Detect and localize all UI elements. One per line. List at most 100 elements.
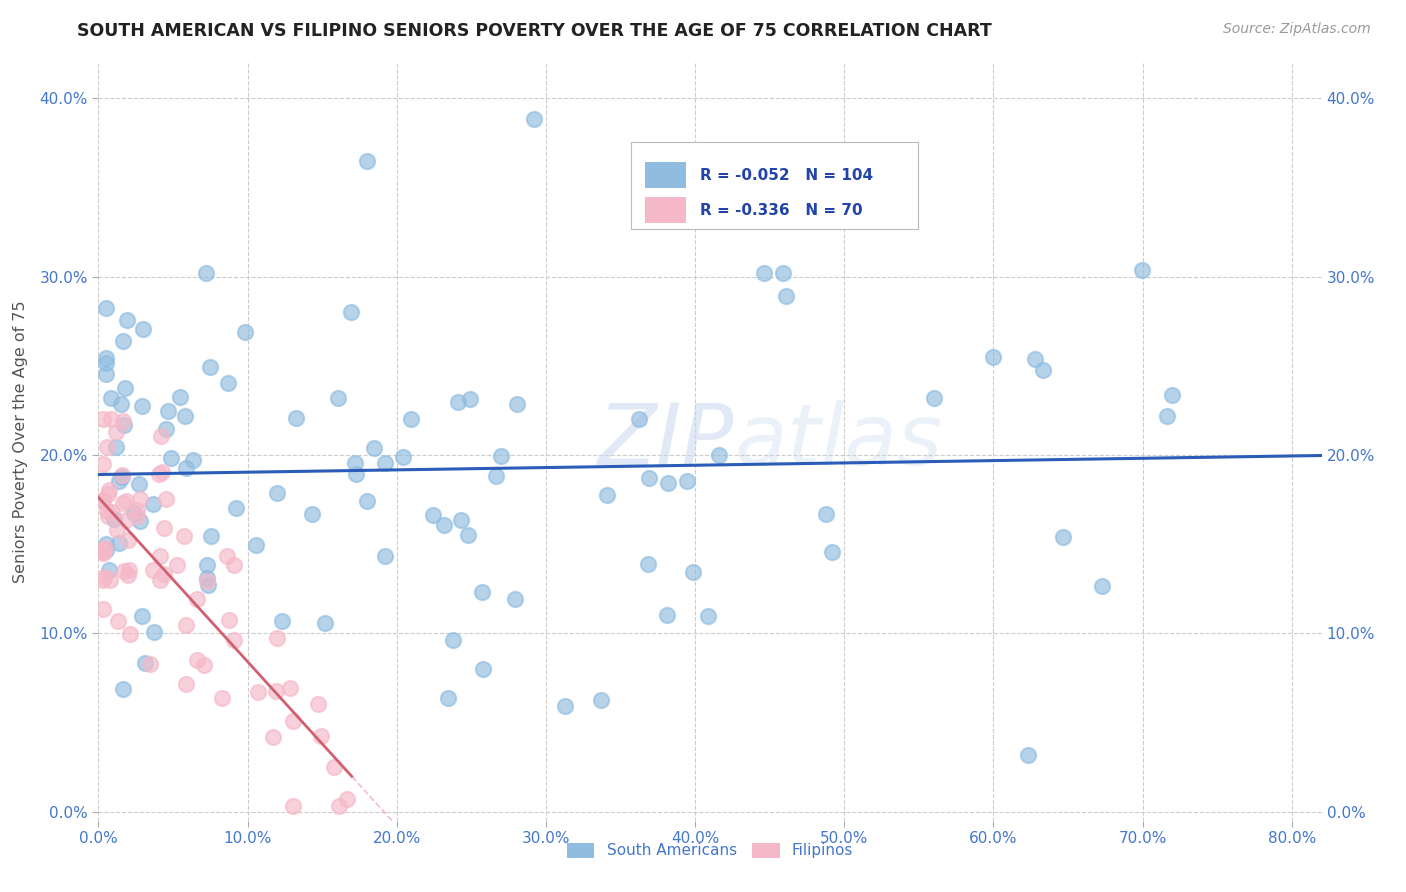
Point	[522, 112, 544, 127]
Point	[156, 404, 179, 418]
Point	[280, 681, 302, 696]
Point	[307, 698, 329, 712]
Point	[627, 412, 650, 426]
Point	[591, 693, 613, 707]
Point	[195, 558, 218, 572]
Point	[682, 566, 704, 580]
Point	[336, 791, 359, 805]
Point	[115, 493, 138, 508]
Point	[224, 633, 246, 648]
Point	[1161, 388, 1184, 402]
Point	[115, 513, 138, 527]
Point	[110, 397, 132, 411]
Point	[117, 563, 139, 577]
Point	[471, 662, 494, 676]
Point	[772, 266, 794, 280]
Point	[471, 585, 494, 599]
Point	[174, 460, 197, 475]
Point	[105, 440, 128, 454]
Point	[211, 690, 233, 705]
Point	[91, 412, 114, 426]
Point	[111, 681, 134, 696]
Point	[1052, 530, 1074, 544]
Point	[94, 356, 117, 370]
Bar	[645, 162, 686, 188]
Point	[309, 729, 332, 743]
Point	[657, 607, 679, 622]
Point	[103, 512, 125, 526]
Point	[697, 608, 720, 623]
Point	[596, 488, 619, 502]
Point	[981, 350, 1004, 364]
Point	[132, 322, 155, 336]
Point	[94, 367, 117, 381]
Point	[125, 509, 148, 524]
Point	[676, 475, 699, 489]
Point	[284, 410, 307, 425]
Point	[1032, 363, 1054, 377]
Point	[111, 334, 134, 348]
Point	[246, 685, 269, 699]
Point	[112, 414, 135, 428]
Point	[129, 491, 152, 506]
Point	[1017, 747, 1039, 762]
Point	[262, 730, 284, 744]
Point	[131, 609, 153, 624]
Point	[98, 483, 121, 497]
Text: atlas: atlas	[734, 400, 942, 483]
Point	[217, 376, 239, 391]
Text: Source: ZipAtlas.com: Source: ZipAtlas.com	[1223, 22, 1371, 37]
Point	[97, 487, 120, 501]
Point	[344, 467, 367, 481]
Point	[94, 301, 117, 316]
Point	[142, 497, 165, 511]
Y-axis label: Seniors Poverty Over the Age of 75: Seniors Poverty Over the Age of 75	[14, 301, 28, 582]
Text: ZIP: ZIP	[598, 400, 734, 483]
Point	[100, 412, 122, 426]
Point	[391, 450, 413, 465]
Point	[143, 624, 166, 639]
Point	[128, 476, 150, 491]
Point	[775, 288, 797, 302]
Point	[94, 537, 117, 551]
Point	[399, 412, 422, 426]
Point	[1156, 409, 1178, 423]
Point	[815, 508, 838, 522]
Point	[437, 690, 460, 705]
Point	[1091, 579, 1114, 593]
Point	[150, 465, 173, 479]
Point	[117, 567, 139, 582]
Point	[98, 563, 121, 577]
Point	[821, 545, 844, 559]
Point	[114, 381, 136, 395]
Point	[152, 567, 174, 582]
Point	[266, 486, 288, 500]
Text: R = -0.052   N = 104: R = -0.052 N = 104	[700, 168, 873, 183]
Point	[450, 513, 472, 527]
Point	[122, 506, 145, 520]
Point	[193, 657, 215, 672]
Point	[96, 440, 118, 454]
Point	[173, 409, 195, 424]
Point	[344, 456, 367, 470]
Point	[266, 631, 288, 645]
Point	[105, 523, 128, 537]
Point	[505, 396, 527, 410]
Point	[174, 677, 197, 691]
Point	[363, 442, 385, 456]
Point	[709, 448, 731, 462]
Point	[115, 312, 138, 326]
Point	[186, 653, 208, 667]
Point	[200, 529, 222, 543]
Point	[155, 491, 177, 506]
Point	[422, 508, 444, 522]
Point	[225, 500, 247, 515]
Point	[235, 325, 257, 339]
Point	[314, 616, 336, 631]
Point	[134, 657, 156, 671]
Point	[160, 450, 183, 465]
Point	[374, 456, 396, 470]
Point	[107, 535, 129, 549]
Point	[169, 390, 191, 404]
Point	[174, 618, 197, 632]
